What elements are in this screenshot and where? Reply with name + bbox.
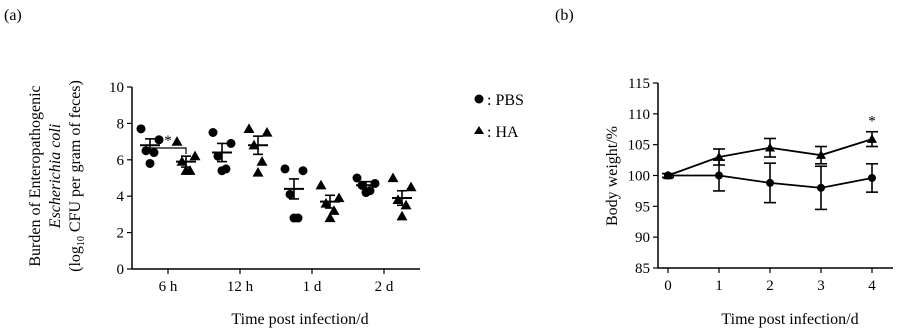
- panel-a-y-tick-label: 2: [117, 226, 125, 242]
- panel-a-point-pbs: [136, 124, 146, 134]
- panel-b-xlabel: Time post infection/d: [721, 311, 858, 328]
- panel-a-y-tick-label: 6: [117, 153, 125, 169]
- panel-b-point-pbs: [868, 173, 876, 182]
- panel-a-point-ha: [396, 210, 408, 221]
- panel-a-point-ha: [256, 156, 268, 166]
- panel-a-y-tick-label: 4: [117, 189, 125, 205]
- panel-b-plot: 85 90 95 100 105 110 115 0 1 2 3 4 *: [628, 76, 893, 294]
- panel-a-point-ha: [324, 212, 336, 223]
- panel-a-point-ha: [392, 194, 404, 204]
- panel-a-point-pbs: [226, 138, 236, 148]
- panel-a-point-ha: [387, 172, 399, 183]
- panel-a-ylabel-sub: 10: [76, 236, 87, 246]
- panel-a-point-ha: [328, 205, 340, 215]
- panel-a-point-ha: [243, 123, 255, 133]
- panel-a-y-tick-label: 10: [109, 80, 124, 96]
- panel-a-x-tick-label: 12 h: [227, 279, 254, 295]
- panel-a-y-tick-label: 8: [117, 116, 125, 132]
- panel-a-point-ha: [171, 136, 183, 146]
- panel-a-ylabel-line1: Burden of Enteropathogenic: [27, 85, 44, 266]
- panel-a-point-pbs: [352, 173, 362, 183]
- panel-b-y-tick-label: 90: [635, 230, 650, 246]
- panel-a-plot: 0 2 4 6 8 10 6 h 12 h 1 d 2 d *: [109, 80, 420, 295]
- panel-a-point-pbs: [280, 164, 290, 174]
- panel-a-x-tick-label: 1 d: [303, 279, 322, 295]
- panel-a-x-tick-label: 2 d: [375, 279, 394, 295]
- panel-a-ylabel-pre: (log: [67, 246, 84, 272]
- panel-b-x-tick-label: 2: [766, 278, 774, 294]
- panel-b-ylabel: Body weight/%: [604, 126, 621, 226]
- panel-b-y-tick-label: 110: [628, 107, 650, 123]
- panel-a-label: (a): [4, 7, 22, 24]
- panel-a-point-ha: [180, 165, 192, 175]
- panel-a-significance-star: *: [164, 133, 172, 149]
- panel-a-point-ha: [189, 150, 201, 161]
- panel-a-point-ha: [315, 179, 327, 190]
- legend-pbs-marker: [474, 94, 484, 104]
- panel-a-point-pbs: [154, 135, 164, 145]
- panel-a-point-ha: [252, 167, 264, 177]
- panel-a-ylabel-line2: Escherichia coli: [47, 124, 64, 229]
- panel-a-point-ha: [405, 181, 417, 192]
- panel-a-point-pbs: [141, 146, 151, 156]
- panel-a-point-ha: [333, 192, 345, 203]
- panel-b-y-tick-label: 115: [628, 76, 650, 92]
- panel-b-point-pbs: [817, 183, 825, 192]
- panel-b-point-ha: [816, 150, 826, 159]
- panel-b-x-tick-label: 4: [868, 278, 876, 294]
- panel-b-x-tick-label: 0: [664, 278, 672, 294]
- panel-a-point-pbs: [298, 166, 308, 176]
- panel-b-y-tick-label: 105: [628, 138, 651, 154]
- panel-a-significance-bracket: [149, 147, 187, 154]
- panel-a-point-ha: [320, 197, 332, 208]
- panel-a-x-tick-label: 6 h: [159, 279, 178, 295]
- panel-a-ylabel: Burden of Enteropathogenic Escherichia c…: [27, 80, 87, 272]
- panel-b-x-tick-label: 1: [715, 278, 723, 294]
- panel-b-y-tick-label: 100: [628, 169, 651, 185]
- panel-a-point-pbs: [370, 178, 380, 188]
- panel-a-point-pbs: [145, 158, 155, 168]
- panel-a-point-pbs: [208, 128, 218, 137]
- panel-b-point-ha: [765, 142, 775, 152]
- panel-b-point-pbs: [715, 171, 723, 180]
- legend: : PBS : HA: [474, 92, 524, 141]
- panel-a-point-pbs: [213, 151, 223, 161]
- legend-ha-label: : HA: [487, 124, 519, 141]
- legend-pbs-label: : PBS: [487, 92, 524, 109]
- panel-a-point-pbs: [289, 213, 299, 223]
- panel-b-x-tick-label: 3: [817, 278, 825, 294]
- panel-a-point-pbs: [149, 148, 159, 158]
- panel-b-significance-star: *: [868, 114, 876, 130]
- panel-a-ylabel-post: CFU per gram of feces): [67, 80, 84, 236]
- panel-b-point-ha: [867, 134, 877, 143]
- panel-b-ylabel-group: Body weight/%: [604, 126, 621, 226]
- panel-b-y-tick-label: 95: [635, 199, 650, 215]
- panel-a-point-ha: [261, 127, 273, 137]
- panel-b-point-ha: [663, 170, 673, 180]
- panel-b-y-tick-label: 85: [635, 261, 650, 277]
- panel-a-y-tick-label: 0: [117, 262, 125, 278]
- panel-b-label: (b): [555, 7, 574, 24]
- panel-a-point-pbs: [217, 166, 227, 176]
- panel-b-point-pbs: [766, 178, 774, 187]
- panel-b-point-ha: [714, 152, 724, 161]
- legend-ha-marker: [474, 126, 484, 134]
- panel-a-xlabel: Time post infection/d: [231, 311, 368, 328]
- panel-a-point-pbs: [361, 188, 371, 198]
- panel-a-point-pbs: [285, 189, 295, 199]
- panel-a-ylabel-line3: (log10 CFU per gram of feces): [67, 80, 87, 272]
